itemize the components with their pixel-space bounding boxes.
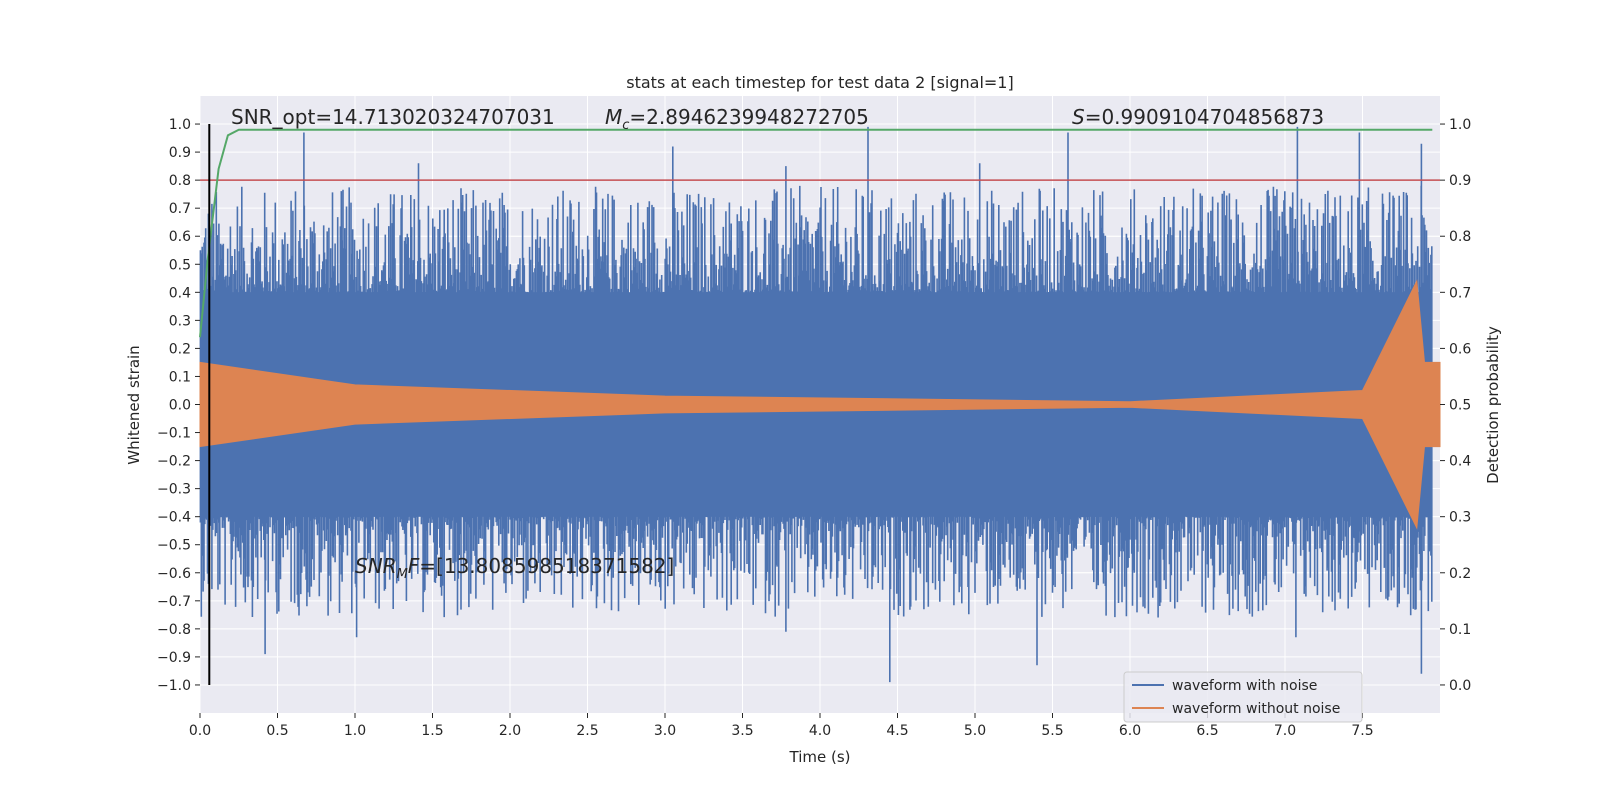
x-tick-label: 4.5: [886, 723, 908, 739]
x-tick-label: 4.0: [809, 723, 831, 739]
legend-label-noisy: waveform with noise: [1172, 678, 1317, 694]
y-tick-label: −0.9: [157, 650, 191, 666]
y-tick-label: −1.0: [157, 678, 191, 694]
y-tick-label: 0.3: [169, 313, 191, 329]
chart-title: stats at each timestep for test data 2 […: [626, 73, 1013, 92]
y2-tick-label: 0.8: [1449, 229, 1471, 245]
x-tick-label: 0.5: [266, 723, 288, 739]
y-tick-label: −0.1: [157, 426, 191, 442]
y-tick-label: −0.3: [157, 482, 191, 498]
y2-tick-label: 0.9: [1449, 173, 1471, 189]
x-tick-label: 3.5: [731, 723, 753, 739]
annotation-mc-value: =2.8946239948272705: [629, 105, 868, 129]
overlay-lines: [199, 124, 1440, 685]
x-tick-label: 2.5: [576, 723, 598, 739]
y-tick-label: 0.1: [169, 369, 191, 385]
x-tick-label: 2.0: [499, 723, 521, 739]
x-tick-label: 1.0: [344, 723, 366, 739]
y2-tick-label: 0.7: [1449, 285, 1471, 301]
x-tick-label: 7.0: [1274, 723, 1296, 739]
series-clean-envelope: [199, 279, 1441, 530]
y-tick-label: 0.8: [169, 173, 191, 189]
y-axis-label: Whitened strain: [125, 345, 143, 464]
annotation-snr-mf-value: =[13.808598518371582]: [419, 554, 674, 578]
y2-tick-label: 0.5: [1449, 398, 1471, 414]
y-tick-label: 0.4: [169, 285, 191, 301]
y-tick-label: 1.0: [169, 117, 191, 133]
y2-tick-label: 1.0: [1449, 117, 1471, 133]
y2-tick-label: 0.6: [1449, 341, 1471, 357]
x-tick-label: 3.0: [654, 723, 676, 739]
ticks: 0.0 0.5 1.0 1.5 2.0 2.5 3.0 3.5 4.0 4.5 5.0 5.5 6.0 6…: [157, 117, 1471, 739]
annotation-snr-mf-symbol: SNR: [355, 554, 397, 578]
y2-tick-label: 0.3: [1449, 510, 1471, 526]
y-tick-label: 0.6: [169, 229, 191, 245]
legend-label-clean: waveform without noise: [1172, 701, 1340, 717]
y-tick-label: −0.5: [157, 538, 191, 554]
x-tick-label: 0.0: [189, 723, 211, 739]
y2-tick-label: 0.1: [1449, 622, 1471, 638]
x-tick-label: 6.5: [1196, 723, 1218, 739]
annotation-mc: Mc=2.8946239948272705: [605, 105, 869, 133]
annotation-snr-mf: SNRMF=[13.808598518371582]: [355, 554, 674, 582]
annotation-snr-mf-f: F: [408, 554, 420, 578]
x-tick-label: 7.5: [1351, 723, 1373, 739]
y-tick-label: 0.7: [169, 201, 191, 217]
x-tick-label: 1.5: [421, 723, 443, 739]
y2-tick-label: 0.4: [1449, 454, 1471, 470]
x-axis-label: Time (s): [789, 748, 851, 766]
y-tick-label: 0.9: [169, 145, 191, 161]
y-tick-label: −0.6: [157, 566, 191, 582]
annotation-mc-symbol: M: [605, 105, 622, 129]
annotation-snr-mf-sub: M: [397, 567, 408, 582]
y2-axis-label: Detection probability: [1484, 326, 1502, 484]
annotation-mc-sub: c: [622, 118, 629, 133]
x-tick-label: 5.5: [1041, 723, 1063, 739]
x-tick-label: 6.0: [1119, 723, 1141, 739]
annotation-snr-opt: SNR_opt=14.713020324707031: [231, 105, 555, 129]
annotation-s-value: =0.9909104704856873: [1085, 105, 1324, 129]
annotation-s-symbol: S: [1072, 105, 1085, 129]
legend-box: [1123, 671, 1363, 723]
y-tick-label: 0.5: [169, 257, 191, 273]
annotation-s: S=0.9909104704856873: [1072, 105, 1324, 129]
x-tick-label: 5.0: [964, 723, 986, 739]
y-tick-label: −0.2: [157, 454, 191, 470]
y2-tick-label: 0.0: [1449, 678, 1471, 694]
y-tick-label: −0.4: [157, 510, 191, 526]
clean-waveform: [199, 279, 1441, 530]
series-detection-probability: [199, 128, 1433, 338]
legend: waveform with noise waveform without noi…: [1123, 671, 1363, 723]
y-tick-label: 0.2: [169, 341, 191, 357]
y2-tick-label: 0.2: [1449, 566, 1471, 582]
y-tick-label: −0.7: [157, 594, 191, 610]
y-tick-label: −0.8: [157, 622, 191, 638]
y-tick-label: 0.0: [169, 398, 191, 414]
